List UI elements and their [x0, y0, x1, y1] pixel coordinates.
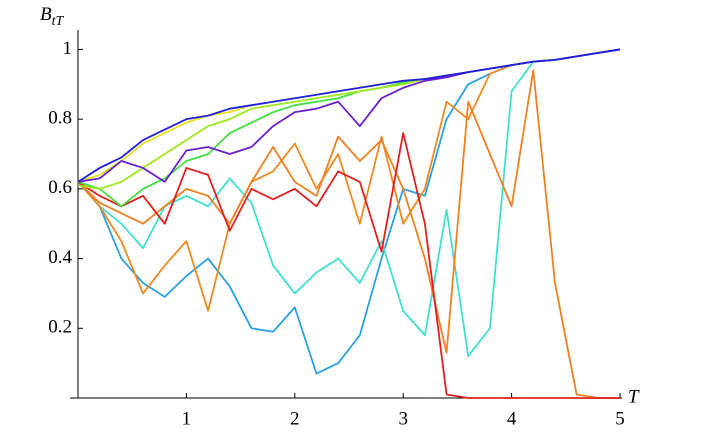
- x-tick-label: 4: [507, 408, 517, 429]
- series-line: [77, 48, 621, 183]
- y-tick-label: 0.4: [48, 247, 72, 268]
- x-tick-label: 5: [615, 408, 625, 429]
- x-tick-label: 2: [290, 408, 300, 429]
- y-axis-label: BtT: [40, 4, 64, 29]
- x-tick-label: 3: [398, 408, 408, 429]
- y-tick-label: 0.2: [48, 317, 72, 338]
- series-line: [77, 132, 620, 399]
- y-tick-label: 0.8: [48, 108, 72, 129]
- series-line: [77, 48, 621, 358]
- x-tick-label: 1: [182, 408, 192, 429]
- y-tick-label: 0.6: [48, 177, 72, 198]
- x-axis-label: T: [628, 386, 640, 407]
- y-tick-label: 1: [63, 38, 73, 59]
- series-line: [77, 69, 620, 399]
